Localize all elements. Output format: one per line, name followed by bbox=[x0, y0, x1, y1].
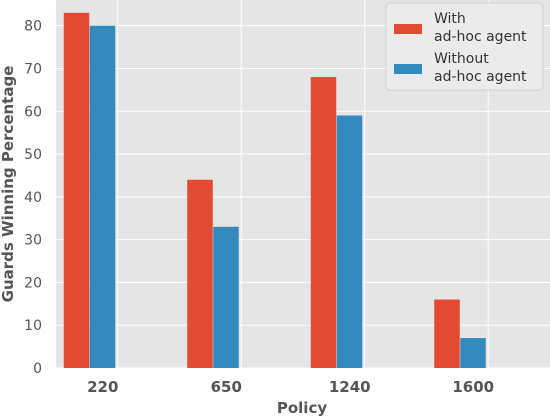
grid-lines bbox=[56, 0, 550, 369]
y-tick-label: 50 bbox=[24, 147, 42, 163]
legend-box bbox=[385, 2, 544, 91]
y-tick-label: 40 bbox=[24, 190, 42, 206]
bar-without-220 bbox=[89, 25, 116, 369]
bar-with-1600 bbox=[434, 299, 460, 368]
bar-without-1600 bbox=[460, 338, 486, 368]
y-tick-label: 10 bbox=[24, 318, 42, 334]
x-tick-label: 1600 bbox=[452, 378, 494, 396]
bar-without-650 bbox=[213, 226, 239, 368]
y-tick-label: 70 bbox=[24, 61, 42, 77]
legend-label: Without bbox=[434, 51, 489, 67]
y-tick-label: 20 bbox=[24, 275, 42, 291]
y-tick-label: 60 bbox=[24, 104, 42, 120]
legend-label: ad-hoc agent bbox=[434, 69, 527, 85]
y-tick-label: 30 bbox=[24, 233, 42, 249]
bar-with-1240 bbox=[310, 77, 337, 368]
bar-with-650 bbox=[187, 179, 213, 368]
y-axis-ticks: 0 10 20 30 40 50 60 70 80 bbox=[24, 19, 42, 377]
x-tick-label: 1240 bbox=[329, 378, 371, 396]
bar-with-220 bbox=[63, 12, 90, 368]
x-tick-label: 220 bbox=[87, 378, 118, 396]
x-axis-label: Policy bbox=[277, 399, 327, 417]
x-axis-ticks: 220 650 1240 1600 bbox=[87, 378, 494, 396]
bars bbox=[63, 12, 486, 369]
legend-swatch bbox=[394, 24, 422, 34]
y-tick-label: 80 bbox=[24, 19, 42, 35]
bar-without-1240 bbox=[336, 115, 363, 368]
legend-label: ad-hoc agent bbox=[434, 29, 527, 45]
legend: With ad-hoc agent Without ad-hoc agent bbox=[385, 2, 544, 91]
x-tick-label: 650 bbox=[211, 378, 242, 396]
y-tick-label: 0 bbox=[33, 361, 42, 377]
legend-swatch bbox=[394, 64, 422, 74]
y-axis-label: Guards Winning Percentage bbox=[0, 66, 17, 303]
legend-label: With bbox=[434, 11, 466, 27]
